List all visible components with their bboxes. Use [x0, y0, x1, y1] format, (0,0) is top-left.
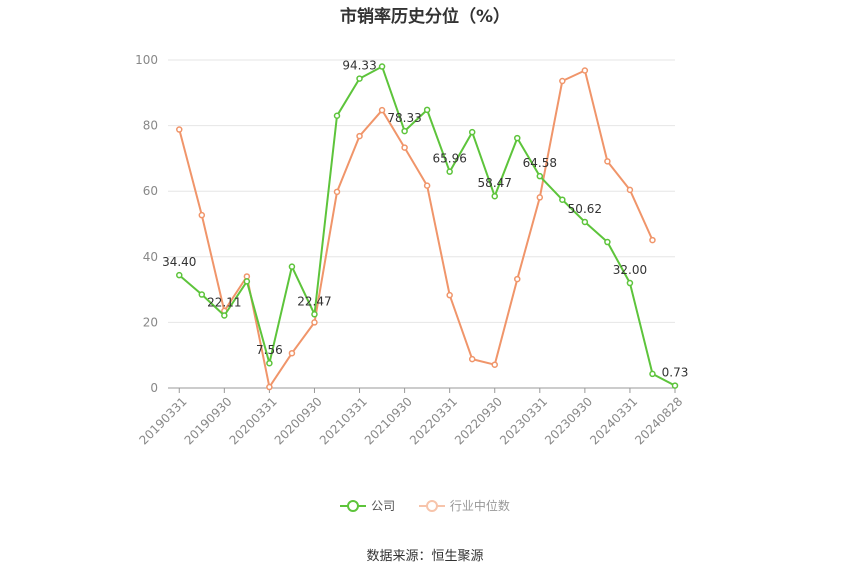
x-tick-label: 20200930 [272, 394, 325, 447]
data-point-0 [333, 112, 341, 120]
data-point-0 [604, 238, 611, 246]
y-tick-label: 0 [150, 381, 158, 395]
data-point-0 [176, 271, 183, 279]
y-tick-label: 80 [143, 119, 158, 133]
data-point-1 [446, 291, 453, 299]
data-point-0 [468, 128, 476, 136]
data-point-0 [266, 359, 273, 367]
data-label: 0.73 [662, 366, 689, 380]
data-label: 78.33 [387, 111, 421, 125]
data-point-1 [356, 132, 363, 140]
data-point-0 [581, 218, 589, 226]
data-point-0 [401, 127, 408, 135]
data-point-0 [671, 382, 679, 389]
legend-item-company[interactable]: 公司 [340, 497, 395, 514]
data-point-0 [378, 63, 386, 70]
data-label: 22.11 [207, 295, 241, 309]
data-point-0 [649, 370, 656, 378]
data-point-0 [311, 311, 318, 318]
legend-item-industry-median[interactable]: 行业中位数 [418, 497, 510, 514]
x-tick-label: 20210930 [362, 394, 415, 447]
data-label: 94.33 [342, 59, 376, 73]
data-point-1 [198, 211, 206, 219]
data-point-1 [401, 144, 408, 151]
legend-company-swatch-icon [340, 499, 367, 513]
data-label: 7.56 [256, 343, 283, 357]
data-point-0 [198, 291, 206, 298]
data-point-0 [243, 278, 251, 285]
data-point-0 [288, 263, 296, 270]
data-point-1 [176, 126, 183, 133]
data-point-1 [514, 275, 521, 283]
data-label: 34.40 [162, 255, 196, 269]
data-point-1 [559, 77, 566, 85]
chart-title: 市销率历史分位（%） [339, 7, 511, 27]
legend-company-label: 公司 [371, 499, 396, 513]
legend-industry-swatch-icon [418, 499, 445, 513]
data-point-0 [491, 192, 498, 200]
data-point-1 [604, 158, 611, 165]
x-tick-label: 20220930 [452, 394, 505, 447]
data-label: 58.47 [478, 176, 512, 190]
grid-lines [168, 59, 675, 323]
data-label: 22.47 [297, 294, 331, 308]
y-tick-label: 100 [135, 53, 158, 67]
series-lines [176, 63, 679, 391]
data-point-0 [446, 168, 453, 175]
data-point-0 [221, 312, 228, 319]
x-tick-label: 20230930 [542, 394, 595, 447]
y-tick-label: 60 [143, 184, 158, 198]
data-point-1 [536, 194, 544, 201]
data-point-1 [491, 361, 498, 368]
data-point-1 [626, 186, 634, 194]
data-point-1 [378, 106, 386, 114]
series-line-0 [178, 65, 676, 387]
data-point-1 [333, 188, 341, 196]
data-point-0 [356, 75, 363, 82]
data-point-1 [423, 182, 431, 189]
data-point-0 [559, 196, 566, 203]
data-label: 50.62 [568, 202, 602, 216]
series-line-1 [178, 69, 654, 388]
data-label: 64.58 [523, 156, 557, 170]
data-point-1 [288, 349, 296, 357]
x-tick-label: 20240828 [632, 394, 685, 447]
legend-industry-median-label: 行业中位数 [449, 499, 510, 513]
data-point-1 [311, 319, 318, 326]
x-tick-label: 20210331 [317, 394, 370, 447]
y-tick-label: 20 [143, 315, 158, 329]
data-point-1 [649, 236, 656, 244]
x-tick-label: 20230331 [497, 394, 550, 447]
data-point-1 [581, 67, 589, 74]
data-point-0 [536, 172, 544, 180]
x-tick-label: 20190331 [137, 394, 190, 447]
data-point-0 [514, 134, 521, 142]
x-tick-label: 20220331 [407, 394, 460, 447]
data-point-0 [423, 106, 431, 114]
x-tick-label: 20190930 [182, 394, 235, 447]
data-label: 32.00 [613, 263, 647, 277]
y-tick-label: 40 [143, 250, 158, 264]
legend: 公司 行业中位数 [0, 497, 850, 516]
data-point-1 [266, 383, 273, 391]
data-point-1 [468, 355, 476, 363]
data-labels: 34.40 22.11 7.56 22.47 94.33 78.33 65.96 58.47 6… [162, 59, 688, 380]
x-tick-label: 20240331 [587, 394, 640, 447]
x-tick-label: 20200331 [227, 394, 280, 447]
data-point-0 [626, 279, 634, 287]
data-label: 65.96 [432, 152, 466, 166]
data-source: 数据来源：恒生聚源 [366, 549, 484, 564]
